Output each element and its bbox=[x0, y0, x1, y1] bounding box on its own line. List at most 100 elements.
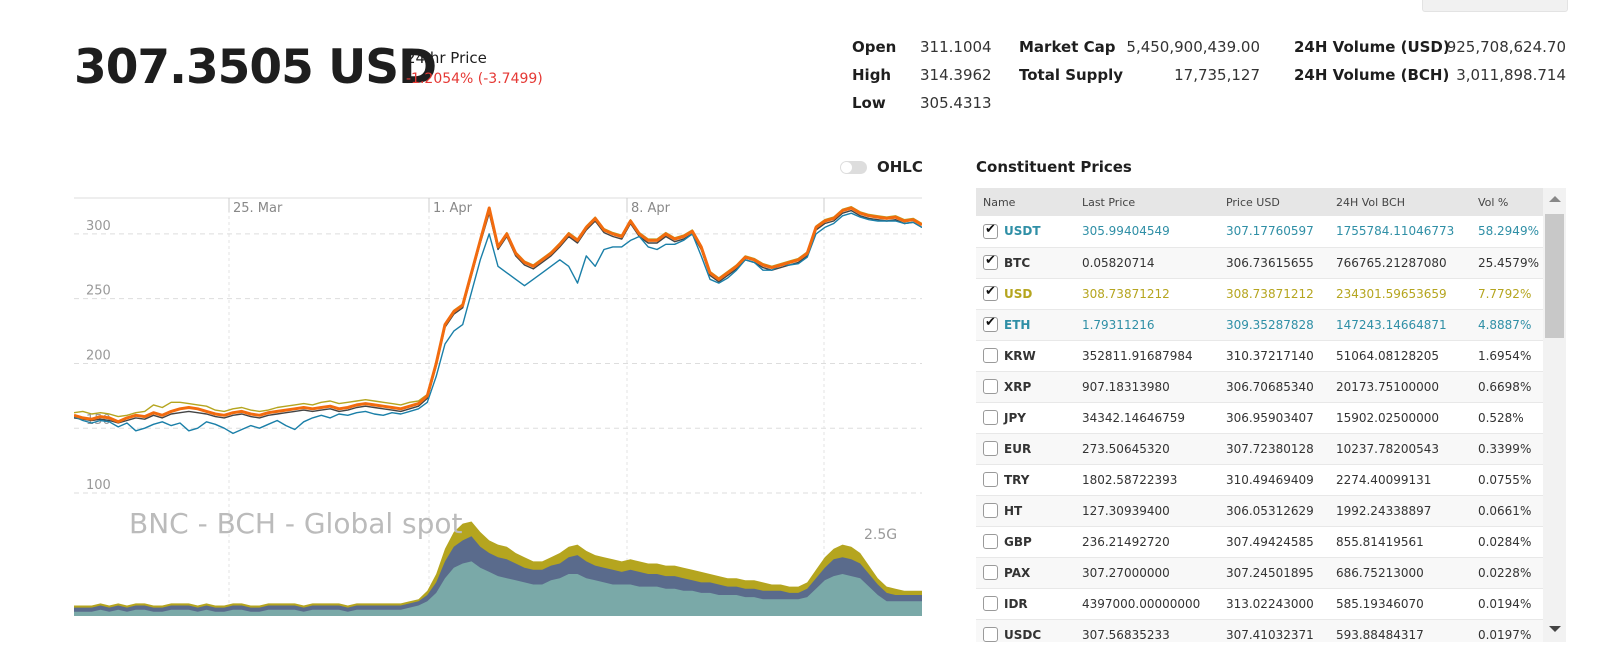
row-name: XRP bbox=[1004, 379, 1032, 394]
row-vol-pct: 58.2949% bbox=[1477, 224, 1539, 239]
row-vol-pct: 0.0194% bbox=[1477, 596, 1532, 611]
row-vol-pct: 7.7792% bbox=[1477, 286, 1532, 301]
row-name: JPY bbox=[1004, 410, 1026, 425]
row-checkbox[interactable] bbox=[976, 557, 1004, 588]
row-checkbox[interactable] bbox=[976, 495, 1004, 526]
stats-values-1: 311.1004 314.3962 305.4313 bbox=[920, 33, 992, 117]
checkbox[interactable] bbox=[983, 253, 998, 270]
row-last-price: 352811.91687984 bbox=[1081, 348, 1193, 363]
checkbox[interactable] bbox=[983, 534, 998, 549]
row-checkbox[interactable] bbox=[976, 588, 1004, 619]
checkbox[interactable] bbox=[983, 222, 998, 239]
stats-labels-2: Market Cap Total Supply bbox=[1019, 33, 1123, 89]
scroll-down-icon[interactable] bbox=[1549, 626, 1561, 632]
checkbox[interactable] bbox=[983, 472, 998, 487]
price-chart[interactable]: 300 250 200 150 100 25. Mar 1. Apr 8. Apr BNC - … bbox=[74, 188, 922, 618]
row-vol-bch: 147243.14664871 bbox=[1335, 317, 1447, 332]
vol-usd-value: 925,708,624.70 bbox=[1446, 38, 1566, 56]
top-tab[interactable] bbox=[1422, 0, 1568, 12]
row-checkbox[interactable] bbox=[976, 278, 1004, 309]
constituents-table: Name Last Price Price USD 24H Vol BCH Vo… bbox=[976, 188, 1543, 642]
row-checkbox[interactable] bbox=[976, 247, 1004, 278]
row-checkbox[interactable] bbox=[976, 309, 1004, 340]
chart-title: BNC - BCH - Global spot bbox=[129, 507, 463, 540]
constituents-table-wrap[interactable]: Name Last Price Price USD 24H Vol BCH Vo… bbox=[976, 188, 1566, 642]
table-row[interactable]: TRY 1802.58722393 310.49469409 2274.4009913… bbox=[976, 464, 1543, 495]
row-price-usd: 307.72380128 bbox=[1225, 441, 1314, 456]
row-name: IDR bbox=[1004, 596, 1028, 611]
row-vol-bch: 51064.08128205 bbox=[1335, 348, 1440, 363]
x-tick-label: 25. Mar bbox=[233, 201, 283, 216]
table-row[interactable]: KRW 352811.91687984 310.37217140 51064.0812… bbox=[976, 340, 1543, 371]
row-last-price: 273.50645320 bbox=[1081, 441, 1170, 456]
row-last-price: 1802.58722393 bbox=[1081, 472, 1178, 487]
total-supply-value: 17,735,127 bbox=[1174, 66, 1260, 84]
row-last-price: 305.99404549 bbox=[1081, 224, 1170, 239]
x-tick-label: 8. Apr bbox=[631, 201, 671, 216]
col-header-vol[interactable]: 24H Vol BCH bbox=[1328, 188, 1471, 216]
table-row[interactable]: USD 308.73871212 308.73871212 234301.596536… bbox=[976, 278, 1543, 309]
table-row[interactable]: IDR 4397000.00000000 313.02243000 585.19346… bbox=[976, 588, 1543, 619]
checkbox[interactable] bbox=[983, 348, 998, 363]
row-checkbox[interactable] bbox=[976, 619, 1004, 642]
row-checkbox[interactable] bbox=[976, 340, 1004, 371]
checkbox[interactable] bbox=[983, 410, 998, 425]
row-vol-pct: 0.0755% bbox=[1477, 472, 1532, 487]
row-vol-pct: 0.0661% bbox=[1477, 503, 1532, 518]
row-checkbox[interactable] bbox=[976, 464, 1004, 495]
row-vol-pct: 0.528% bbox=[1477, 410, 1524, 425]
col-header-last[interactable]: Last Price bbox=[1074, 188, 1219, 216]
row-checkbox[interactable] bbox=[976, 402, 1004, 433]
checkbox[interactable] bbox=[983, 315, 998, 332]
checkbox[interactable] bbox=[983, 565, 998, 580]
checkbox[interactable] bbox=[983, 379, 998, 394]
row-name: BTC bbox=[1004, 255, 1031, 270]
row-checkbox[interactable] bbox=[976, 433, 1004, 464]
ohlc-toggle[interactable] bbox=[840, 160, 867, 174]
col-header-name[interactable]: Name bbox=[976, 188, 1075, 216]
y-tick-label: 200 bbox=[86, 348, 111, 363]
scroll-up-icon[interactable] bbox=[1549, 196, 1561, 202]
row-vol-pct: 0.3399% bbox=[1477, 441, 1532, 456]
row-vol-bch: 1755784.11046773 bbox=[1335, 224, 1455, 239]
col-header-pct[interactable]: Vol % bbox=[1470, 188, 1543, 216]
total-supply-label: Total Supply bbox=[1019, 66, 1124, 84]
row-vol-bch: 20173.75100000 bbox=[1335, 379, 1440, 394]
low-label: Low bbox=[852, 94, 886, 112]
table-row[interactable]: PAX 307.27000000 307.24501895 686.75213000 0… bbox=[976, 557, 1543, 588]
checkbox[interactable] bbox=[983, 503, 998, 518]
row-vol-bch: 593.88484317 bbox=[1335, 627, 1424, 642]
row-price-usd: 310.49469409 bbox=[1225, 472, 1314, 487]
table-row[interactable]: ETH 1.79311216 309.35287828 147243.14664871… bbox=[976, 309, 1543, 340]
row-checkbox[interactable] bbox=[976, 526, 1004, 557]
row-checkbox[interactable] bbox=[976, 371, 1004, 402]
table-scrollbar[interactable] bbox=[1543, 188, 1566, 642]
y-tick-label: 250 bbox=[86, 284, 111, 299]
table-row[interactable]: EUR 273.50645320 307.72380128 10237.7820054… bbox=[976, 433, 1543, 464]
vol-usd-label: 24H Volume (USD) bbox=[1294, 38, 1450, 56]
checkbox[interactable] bbox=[983, 596, 998, 611]
table-row[interactable]: USDC 307.56835233 307.41032371 593.88484317… bbox=[976, 619, 1543, 642]
row-name: GBP bbox=[1004, 534, 1032, 549]
price-label: 24 hr Price bbox=[406, 49, 487, 67]
row-last-price: 4397000.00000000 bbox=[1081, 596, 1201, 611]
row-last-price: 0.05820714 bbox=[1081, 255, 1155, 270]
table-row[interactable]: JPY 34342.14646759 306.95903407 15902.02500… bbox=[976, 402, 1543, 433]
stats-labels-3: 24H Volume (USD) 24H Volume (BCH) bbox=[1294, 33, 1450, 89]
checkbox[interactable] bbox=[983, 627, 998, 642]
row-price-usd: 307.17760597 bbox=[1225, 224, 1314, 239]
table-row[interactable]: XRP 907.18313980 306.70685340 20173.7510000… bbox=[976, 371, 1543, 402]
ohlc-label: OHLC bbox=[877, 158, 923, 176]
row-name: ETH bbox=[1004, 317, 1031, 332]
table-row[interactable]: HT 127.30939400 306.05312629 1992.24338897 0… bbox=[976, 495, 1543, 526]
table-row[interactable]: GBP 236.21492720 307.49424585 855.81419561 0… bbox=[976, 526, 1543, 557]
y-tick-label: 300 bbox=[86, 219, 111, 234]
row-vol-pct: 0.6698% bbox=[1477, 379, 1532, 394]
row-checkbox[interactable] bbox=[976, 216, 1004, 247]
col-header-usd[interactable]: Price USD bbox=[1218, 188, 1329, 216]
table-row[interactable]: BTC 0.05820714 306.73615655 766765.21287080… bbox=[976, 247, 1543, 278]
scroll-thumb[interactable] bbox=[1545, 214, 1564, 338]
checkbox[interactable] bbox=[983, 284, 998, 301]
table-row[interactable]: USDT 305.99404549 307.17760597 1755784.1104… bbox=[976, 216, 1543, 247]
checkbox[interactable] bbox=[983, 441, 998, 456]
